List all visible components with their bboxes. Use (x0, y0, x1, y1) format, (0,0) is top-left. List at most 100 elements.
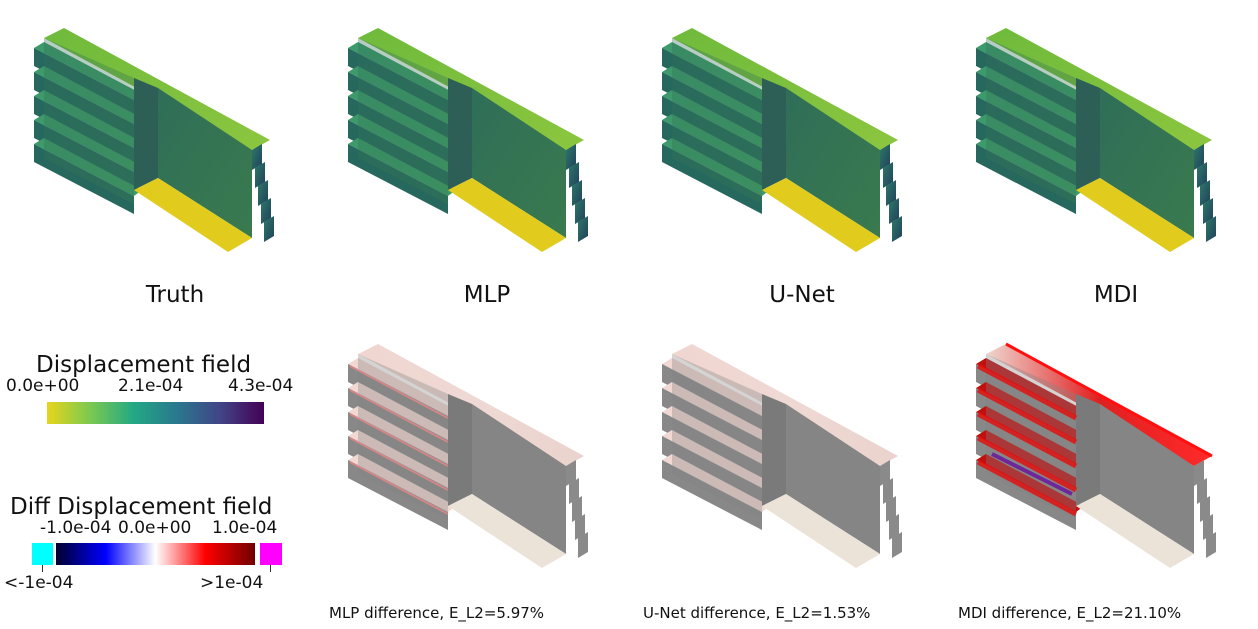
right-step-2 (572, 496, 582, 522)
step-top-2 (976, 406, 1084, 464)
step-top-3 (976, 430, 1084, 488)
step-face-4 (348, 460, 448, 530)
displacement-tick-mid: 2.1e-04 (118, 376, 184, 396)
step-face-4 (976, 460, 1076, 530)
step-top-4 (662, 454, 770, 512)
step-top-0 (976, 358, 1084, 416)
right-step-3 (1203, 514, 1213, 540)
diff-under-label: <-1e-04 (4, 573, 74, 593)
step-top-2 (662, 406, 770, 464)
diff-colorbar-under-swatch (32, 543, 53, 565)
right-step-0 (880, 144, 890, 170)
mlp-caption: MLP (463, 282, 511, 308)
right-step-3 (889, 198, 899, 224)
over-tick-mark (270, 565, 271, 572)
front-face (786, 88, 880, 238)
mlp-diff-caption: MLP difference, E_L2=5.97% (329, 604, 545, 622)
unet-diff-caption: U-Net difference, E_L2=1.53% (643, 604, 871, 622)
under-tick-mark (42, 565, 43, 572)
left-side (358, 38, 448, 204)
right-step-3 (889, 514, 899, 540)
right-step-0 (880, 460, 890, 486)
right-step-4 (1206, 216, 1216, 242)
diff-colorbar-title: Diff Displacement field (10, 494, 273, 520)
floor (1076, 494, 1194, 568)
step-top-1 (348, 382, 456, 440)
error-streak-0 (349, 365, 449, 419)
right-step-3 (1203, 198, 1213, 224)
diff-colorbar-over-swatch (260, 543, 282, 565)
front-face (472, 88, 566, 238)
step-top-1 (662, 382, 770, 440)
right-step-1 (1197, 162, 1207, 188)
wall-face (762, 78, 786, 190)
right-step-0 (1194, 144, 1204, 170)
right-step-4 (1206, 532, 1216, 558)
right-step-4 (892, 532, 902, 558)
right-step-1 (1197, 478, 1207, 504)
right-step-0 (252, 144, 262, 170)
wall-face (134, 78, 158, 190)
right-step-2 (1200, 180, 1210, 206)
right-step-0 (566, 144, 576, 170)
wall-face (1076, 394, 1100, 506)
right-step-4 (264, 216, 274, 242)
diff-colorbar (56, 543, 255, 565)
error-streak-4 (976, 459, 1078, 517)
right-step-3 (575, 514, 585, 540)
unet-render (662, 28, 902, 252)
truth-render (34, 28, 274, 252)
left-side (986, 38, 1076, 204)
wall-face (448, 394, 472, 506)
unet-caption: U-Net (769, 282, 835, 308)
wall-face (448, 78, 472, 190)
wall-face (762, 394, 786, 506)
unet-diff-render (662, 344, 902, 568)
floor (762, 178, 880, 252)
displacement-tick-max: 4.3e-04 (228, 376, 294, 396)
right-step-3 (261, 198, 271, 224)
floor (762, 494, 880, 568)
right-step-1 (569, 162, 579, 188)
step-top-4 (348, 454, 456, 512)
right-step-1 (883, 478, 893, 504)
step-top-0 (348, 358, 456, 416)
right-step-2 (1200, 496, 1210, 522)
front-face (1100, 404, 1194, 554)
left-side (672, 38, 762, 204)
mdi-diff-render (976, 342, 1216, 568)
floor (448, 178, 566, 252)
right-step-2 (886, 180, 896, 206)
mdi-caption: MDI (1093, 282, 1139, 308)
mlp-render (348, 28, 588, 252)
mlp-diff-render (348, 344, 588, 568)
left-side (44, 38, 134, 204)
step-face-4 (662, 460, 762, 530)
wall-face (1076, 78, 1100, 190)
error-streak-1 (349, 389, 449, 443)
left-side (672, 354, 762, 520)
mdi-diff-caption: MDI difference, E_L2=21.10% (958, 604, 1182, 622)
right-step-4 (578, 216, 588, 242)
floor (134, 178, 252, 252)
front-face (472, 404, 566, 554)
displacement-colorbar-title: Displacement field (36, 352, 252, 378)
right-step-4 (578, 532, 588, 558)
step-top-4 (976, 454, 1084, 512)
front-face (786, 404, 880, 554)
error-streak-1 (976, 387, 1078, 445)
right-step-1 (255, 162, 265, 188)
diff-over-label: >1e-04 (200, 573, 264, 593)
error-streak-3 (349, 437, 449, 491)
right-step-2 (258, 180, 268, 206)
truth-caption: Truth (145, 282, 205, 308)
front-face (1100, 88, 1194, 238)
diff-tick-max: 1.0e-04 (212, 518, 278, 538)
step-top-3 (348, 430, 456, 488)
step-top-3 (662, 430, 770, 488)
right-step-0 (566, 460, 576, 486)
right-step-1 (569, 478, 579, 504)
right-step-4 (892, 216, 902, 242)
step-top-0 (662, 358, 770, 416)
mdi-render (976, 28, 1216, 252)
